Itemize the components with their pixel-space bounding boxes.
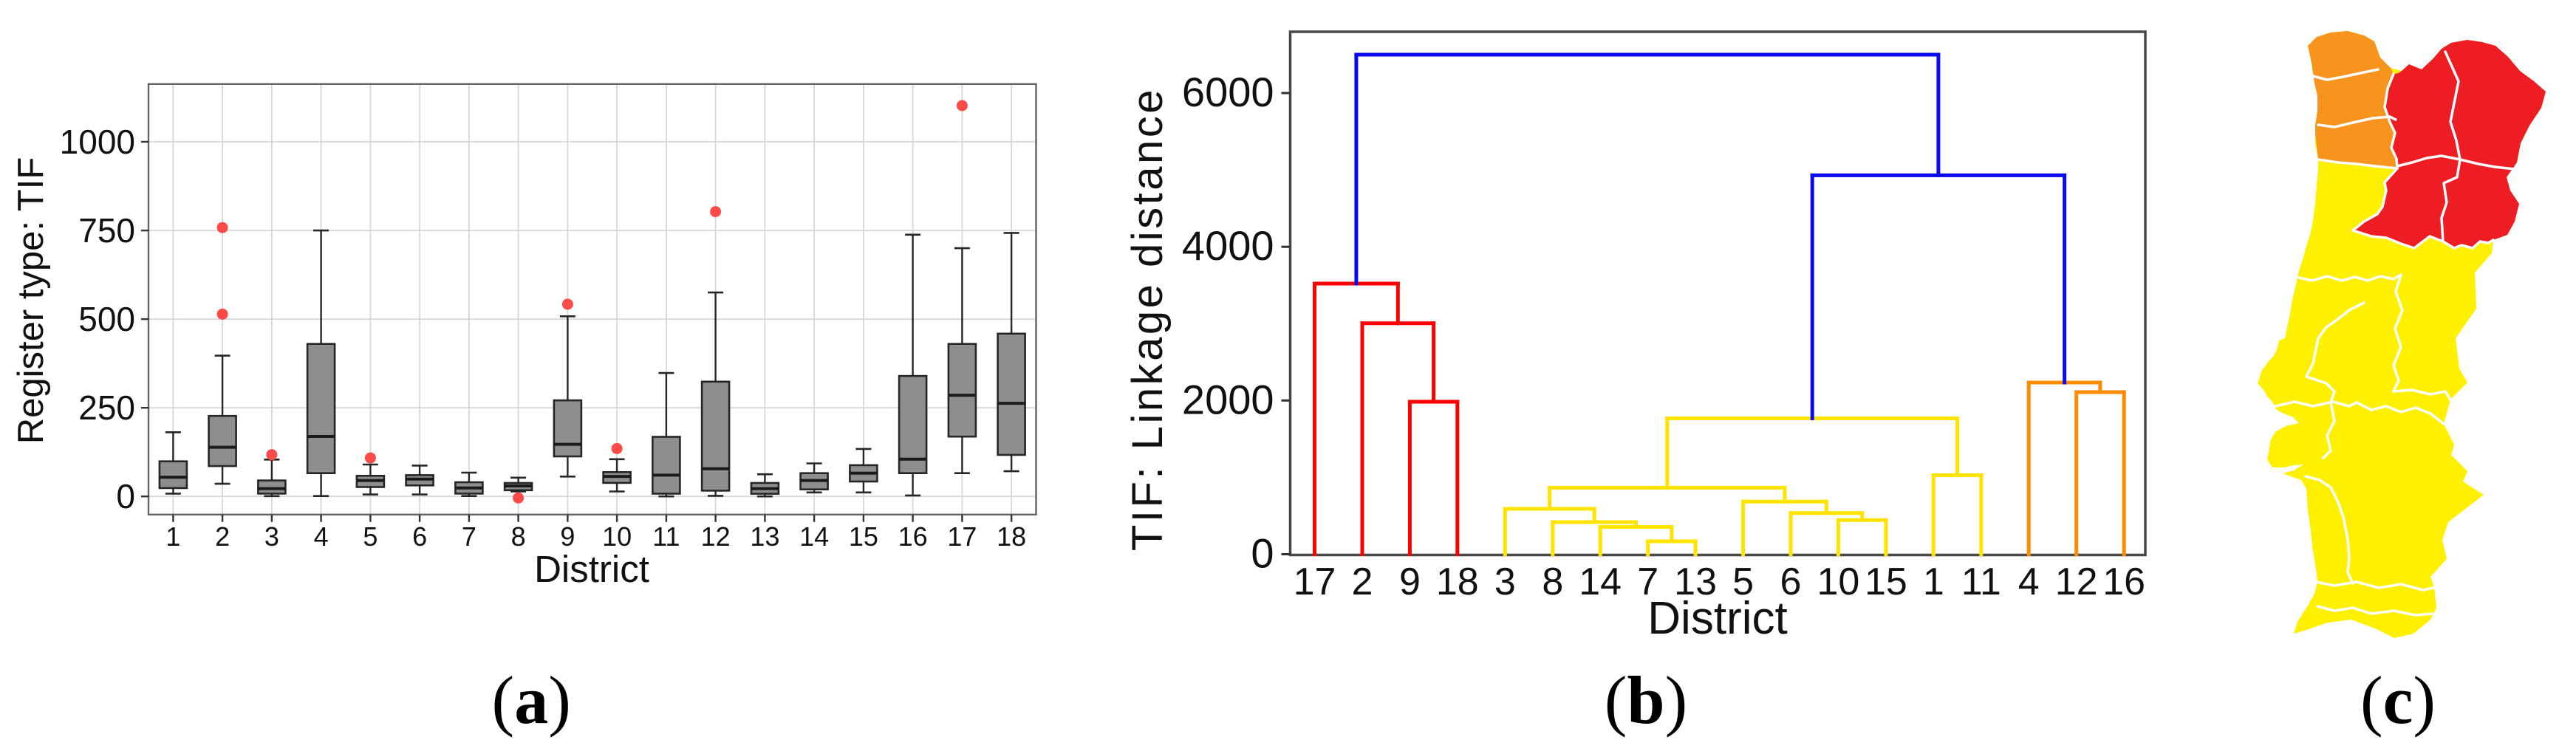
svg-text:(b): (b) — [1605, 662, 1687, 738]
svg-text:2: 2 — [1352, 561, 1373, 603]
svg-text:16: 16 — [2102, 561, 2145, 603]
svg-text:7: 7 — [462, 521, 476, 552]
svg-text:4: 4 — [314, 521, 329, 552]
svg-text:12: 12 — [701, 521, 731, 552]
svg-text:3: 3 — [1494, 561, 1516, 603]
svg-text:(a): (a) — [492, 662, 571, 738]
svg-text:2: 2 — [215, 521, 230, 552]
svg-text:15: 15 — [1865, 561, 1907, 603]
svg-text:18: 18 — [1436, 561, 1479, 603]
svg-text:(c): (c) — [2360, 662, 2436, 738]
svg-text:3: 3 — [264, 521, 279, 552]
svg-text:1: 1 — [1923, 561, 1944, 603]
svg-text:250: 250 — [78, 388, 135, 427]
svg-text:18: 18 — [997, 521, 1026, 552]
svg-text:5: 5 — [363, 521, 377, 552]
svg-text:12: 12 — [2055, 561, 2098, 603]
svg-text:0: 0 — [116, 477, 135, 515]
svg-text:500: 500 — [78, 300, 135, 338]
svg-text:17: 17 — [947, 521, 977, 552]
svg-text:13: 13 — [1674, 561, 1717, 603]
svg-text:16: 16 — [898, 521, 928, 552]
svg-text:7: 7 — [1637, 561, 1658, 603]
svg-text:750: 750 — [78, 211, 135, 250]
svg-text:Register type: TIF: Register type: TIF — [11, 157, 51, 445]
svg-text:6: 6 — [412, 521, 427, 552]
svg-text:14: 14 — [1579, 561, 1622, 603]
svg-text:0: 0 — [1251, 530, 1274, 577]
svg-text:14: 14 — [799, 521, 829, 552]
svg-text:District: District — [1647, 593, 1787, 644]
svg-text:8: 8 — [1542, 561, 1563, 603]
svg-text:1000: 1000 — [60, 123, 135, 161]
svg-text:13: 13 — [750, 521, 779, 552]
svg-text:10: 10 — [1817, 561, 1859, 603]
svg-text:4000: 4000 — [1182, 222, 1274, 269]
svg-text:5: 5 — [1732, 561, 1754, 603]
svg-text:15: 15 — [849, 521, 878, 552]
svg-text:4: 4 — [2018, 561, 2040, 603]
svg-text:2000: 2000 — [1182, 376, 1274, 422]
svg-text:8: 8 — [511, 521, 526, 552]
svg-text:6: 6 — [1780, 561, 1802, 603]
svg-text:11: 11 — [1961, 561, 2001, 603]
svg-text:11: 11 — [652, 521, 680, 552]
svg-text:6000: 6000 — [1182, 69, 1274, 115]
svg-text:9: 9 — [560, 521, 575, 552]
svg-text:1: 1 — [165, 521, 180, 552]
svg-text:9: 9 — [1399, 561, 1421, 603]
svg-text:District: District — [534, 548, 649, 590]
svg-text:10: 10 — [602, 521, 632, 552]
svg-text:TIF: Linkage distance: TIF: Linkage distance — [1124, 87, 1172, 551]
svg-text:17: 17 — [1294, 561, 1336, 603]
